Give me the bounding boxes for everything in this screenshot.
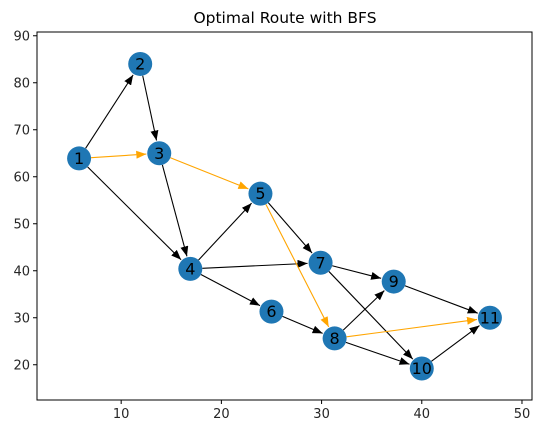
edge-5-7 [267,202,313,254]
edge-4-5 [198,202,252,261]
y-tick-label: 80 [13,76,30,91]
node-11 [477,305,502,330]
node-label-9: 9 [389,272,399,291]
edge-8-10 [345,341,410,365]
node-label-4: 4 [185,259,195,278]
node-5 [248,181,273,206]
y-tick-label: 30 [13,311,30,326]
edge-8-9 [342,290,385,331]
route-edge-5-8 [265,204,330,328]
x-tick-label: 50 [514,407,531,422]
node-9 [381,269,406,294]
y-tick-label: 90 [13,29,30,44]
nodes: 1 2 3 4 5 6 7 8 9 10 11 [67,51,502,381]
axes: 10 20 30 40 50 20 30 40 50 60 70 80 90 [13,29,530,422]
node-4 [178,256,203,281]
route-edge-8-11 [346,316,478,338]
x-tick-label: 40 [414,407,431,422]
route-edge-3-5 [170,157,249,190]
y-tick-label: 60 [13,170,30,185]
edge-4-7 [202,259,308,269]
node-6 [259,299,284,324]
x-tick-label: 10 [113,407,130,422]
node-7 [308,250,333,275]
edge-3-4 [161,164,189,257]
edge-9-11 [404,285,478,314]
node-3 [147,141,172,166]
node-label-11: 11 [480,308,500,327]
edge-7-10 [328,271,414,360]
node-label-1: 1 [74,149,84,168]
route-edge-1-3 [91,150,147,159]
edge-1-2 [85,74,134,149]
edges [85,74,480,365]
y-tick-label: 20 [13,358,30,373]
edge-10-11 [431,325,480,362]
node-label-3: 3 [154,144,164,163]
edge-6-8 [282,315,323,334]
edge-7-9 [332,265,382,280]
node-label-5: 5 [255,184,265,203]
node-10 [409,356,434,381]
node-1 [67,146,92,171]
plot-frame [36,31,533,401]
edge-2-3 [142,75,159,141]
x-tick-label: 30 [313,407,330,422]
node-label-6: 6 [266,302,276,321]
node-label-8: 8 [330,329,340,348]
y-tick-label: 40 [13,264,30,279]
y-tick-label: 50 [13,217,30,232]
y-tick-label: 70 [13,123,30,138]
node-8 [322,326,347,351]
node-2 [128,51,153,76]
chart-title: Optimal Route with BFS [193,9,376,27]
edge-4-6 [200,273,261,307]
edge-1-4 [87,166,182,261]
node-label-10: 10 [412,359,432,378]
node-label-7: 7 [315,253,325,272]
x-tick-label: 20 [213,407,230,422]
node-label-2: 2 [135,54,145,73]
